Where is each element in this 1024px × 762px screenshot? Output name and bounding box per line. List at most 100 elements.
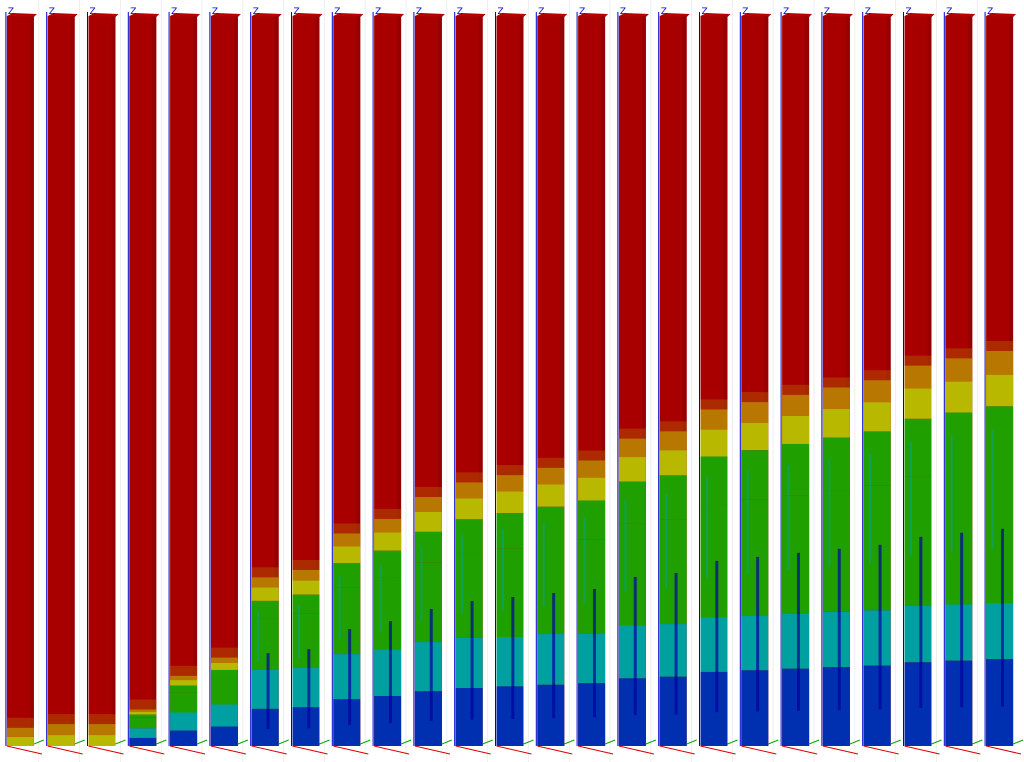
column-12: Z: [454, 7, 493, 755]
z-axis-label: Z: [579, 7, 585, 17]
front-transition: [210, 647, 238, 658]
concentration-band: [904, 388, 932, 419]
flow-streak: [266, 653, 270, 730]
concentration-band: [782, 668, 810, 746]
x-axis-line: [618, 745, 655, 755]
y-axis-line: [686, 739, 697, 745]
column-top-face: [6, 13, 37, 17]
concentration-band: [618, 457, 646, 482]
concentration-band: [618, 678, 646, 746]
y-axis-line: [808, 739, 820, 745]
concentration-band: [47, 735, 75, 746]
x-axis-line: [6, 745, 43, 755]
concentration-band: [496, 548, 524, 637]
front-transition: [292, 560, 320, 570]
concentration-band: [537, 506, 565, 544]
concentration-band: [986, 351, 1014, 375]
concentration-band: [129, 737, 157, 746]
concentration-band: [537, 684, 565, 746]
concentration-band: [945, 604, 973, 661]
column-shade: [315, 16, 320, 746]
y-axis-line: [523, 739, 534, 745]
flow-streak: [511, 597, 515, 719]
concentration-band: [986, 466, 1014, 604]
concentration-band: [986, 406, 1014, 467]
concentration-band: [659, 624, 687, 677]
front-transition: [170, 665, 198, 676]
z-axis-label: Z: [702, 7, 708, 17]
z-axis-label: Z: [538, 7, 544, 17]
column-shade: [437, 16, 442, 746]
column-3: Z: [87, 7, 126, 755]
column-top-face: [47, 13, 78, 17]
flow-streak: [429, 609, 433, 722]
concentration-band: [496, 686, 524, 746]
x-axis-line: [455, 745, 491, 755]
flow-streak: [715, 560, 719, 713]
column-top-face: [782, 13, 813, 17]
concentration-band: [374, 649, 402, 697]
x-axis-line: [945, 745, 981, 755]
concentration-band: [6, 736, 34, 746]
x-axis-line: [904, 745, 940, 755]
column-shade: [845, 16, 850, 746]
concentration-band: [292, 594, 320, 614]
concentration-band: [333, 563, 361, 588]
concentration-band: [455, 688, 483, 746]
concentration-band: [374, 518, 402, 533]
column-19: Z: [739, 7, 779, 755]
column-9: Z: [331, 7, 371, 755]
concentration-band: [251, 708, 279, 746]
column-shade: [29, 16, 34, 746]
concentration-band: [986, 374, 1014, 407]
concentration-band: [863, 485, 891, 611]
flow-streak: [756, 556, 760, 712]
z-axis-label: Z: [130, 7, 136, 17]
y-axis-line: [849, 739, 861, 745]
z-axis-label: Z: [416, 7, 422, 17]
column-shade: [274, 16, 279, 746]
x-axis-line: [577, 745, 614, 755]
front-transition: [414, 487, 442, 497]
concentration-band: [414, 511, 442, 532]
column-2: Z: [46, 7, 85, 755]
flow-streak: [787, 465, 790, 571]
concentration-band: [578, 633, 606, 684]
front-transition: [578, 450, 606, 461]
column-shade: [111, 16, 116, 746]
y-axis-line: [156, 739, 167, 745]
y-axis-line: [931, 739, 942, 745]
concentration-band: [537, 634, 565, 685]
concentration-band: [741, 450, 769, 500]
y-axis-line: [441, 739, 453, 745]
column-shade: [560, 16, 565, 746]
column-shade: [764, 16, 769, 746]
concentration-band: [822, 437, 850, 491]
concentration-band: [455, 482, 483, 499]
concentration-band: [945, 660, 973, 746]
concentration-band: [904, 365, 932, 389]
concentration-band: [251, 600, 279, 619]
column-21: Z: [821, 7, 861, 755]
x-axis-line: [210, 745, 247, 755]
concentration-band: [700, 456, 728, 505]
concentration-band: [945, 471, 973, 605]
x-axis-line: [537, 745, 573, 755]
z-axis-label: Z: [742, 7, 748, 17]
concentration-band: [863, 610, 891, 666]
column-body: [88, 16, 116, 746]
concentration-band: [986, 603, 1014, 660]
flow-streak: [869, 453, 872, 564]
concentration-band: [659, 676, 687, 746]
column-1: Z: [5, 7, 45, 755]
concentration-band: [782, 495, 810, 614]
column-shade: [356, 16, 361, 746]
column-7: Z: [250, 7, 289, 755]
column-top-face: [170, 13, 201, 17]
concentration-band: [129, 711, 157, 715]
concentration-band: [945, 412, 973, 472]
x-axis-line: [822, 745, 859, 755]
concentration-band: [741, 670, 769, 746]
x-axis-line: [863, 745, 899, 755]
